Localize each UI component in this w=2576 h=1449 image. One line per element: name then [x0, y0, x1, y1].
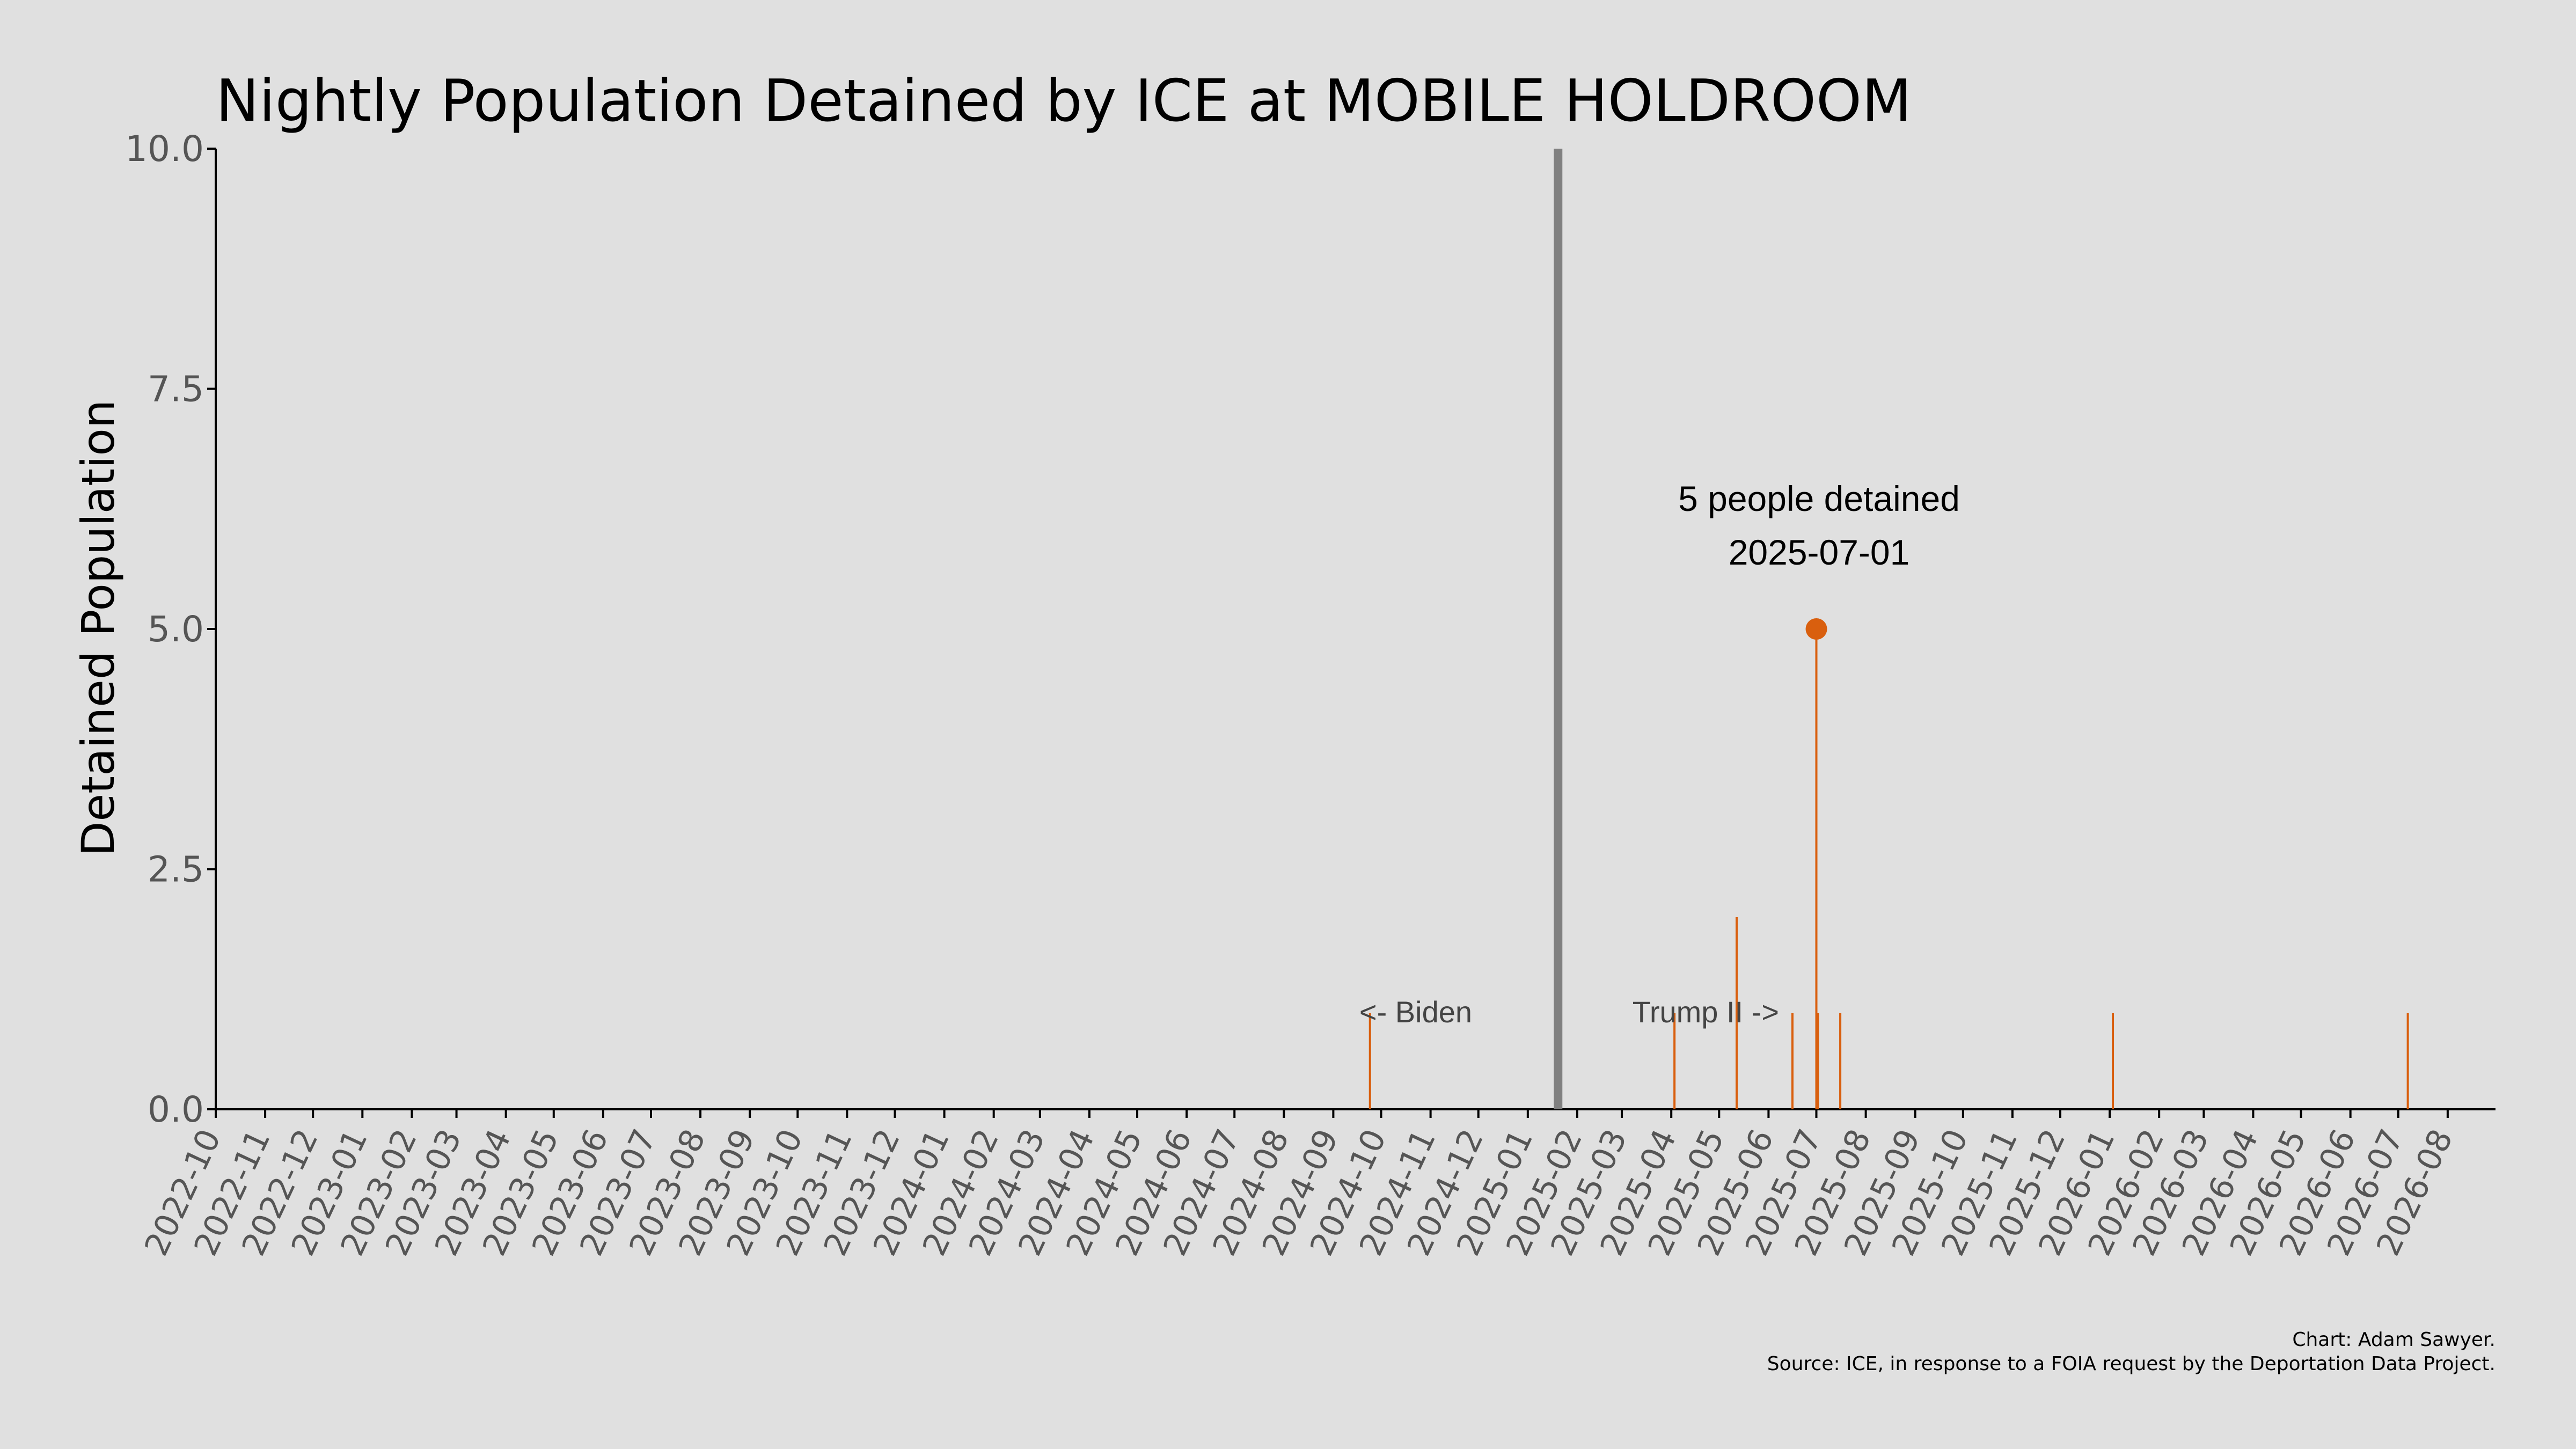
- y-tick-label: 2.5: [148, 849, 204, 890]
- highlight-label-count: 5 people detained: [1678, 479, 1960, 518]
- bar: [1735, 917, 1738, 1109]
- highlight-point: [1805, 618, 1827, 640]
- y-tick-label: 7.5: [148, 369, 204, 410]
- x-tick-labels: 2022-102022-112022-122023-012023-022023-…: [137, 1109, 2460, 1262]
- era-left-label: <- Biden: [1359, 995, 1472, 1029]
- bar: [1815, 629, 1818, 1109]
- y-axis-label: Detained Population: [72, 400, 125, 856]
- y-tick-label: 10.0: [125, 128, 204, 170]
- bar: [2112, 1013, 2114, 1109]
- axes: [215, 149, 2496, 1110]
- bar: [1817, 1013, 1819, 1109]
- chart-title: Nightly Population Detained by ICE at MO…: [216, 68, 1912, 135]
- bars: [1368, 629, 2409, 1109]
- credit-author: Chart: Adam Sawyer.: [2292, 1329, 2496, 1351]
- y-tick-label: 5.0: [148, 609, 204, 650]
- era-right-label: Trump II ->: [1633, 995, 1779, 1029]
- bar: [1368, 1013, 1371, 1109]
- credit-source: Source: ICE, in response to a FOIA reque…: [1767, 1353, 2496, 1375]
- highlight-label-date: 2025-07-01: [1729, 532, 1910, 572]
- bar: [1839, 1013, 1842, 1109]
- bar: [1791, 1013, 1794, 1109]
- bar: [1673, 1013, 1676, 1109]
- bar: [2406, 1013, 2409, 1109]
- y-tick-label: 0.0: [148, 1089, 204, 1130]
- y-tick-labels: 0.0 2.5 5.0 7.5 10.0: [125, 128, 216, 1130]
